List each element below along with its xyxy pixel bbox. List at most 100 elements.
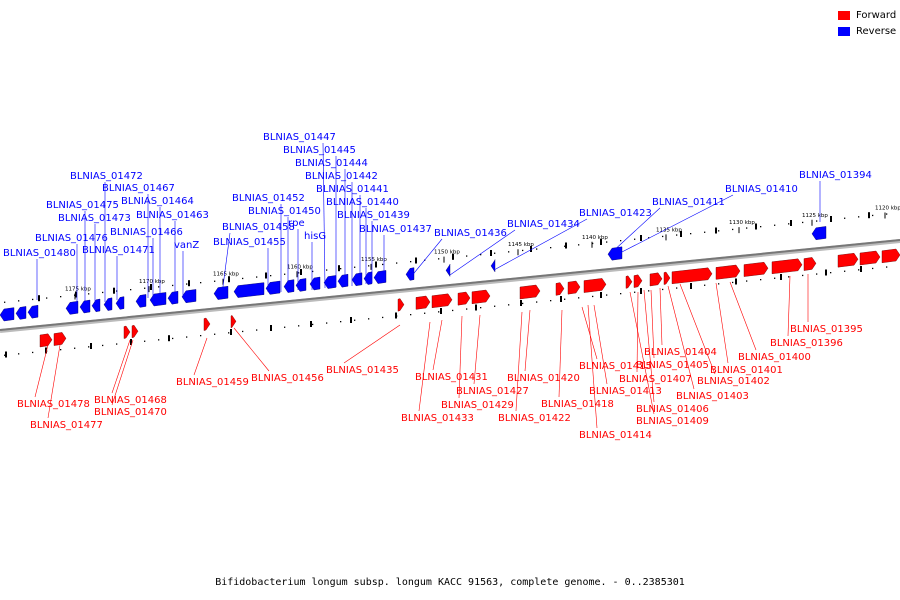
forward-leader-line xyxy=(787,275,791,337)
reverse-gene-arrow xyxy=(283,279,295,293)
track-marker xyxy=(230,329,232,335)
reverse-gene-arrow xyxy=(265,280,281,295)
track-dot xyxy=(4,354,6,356)
forward-gene-arrow xyxy=(519,284,541,300)
track-dot xyxy=(844,270,846,272)
reverse-gene-label: BLNIAS_01423 xyxy=(579,208,652,219)
track-dot xyxy=(424,312,426,314)
track-dot xyxy=(480,307,482,309)
reverse-gene-label: BLNIAS_01464 xyxy=(121,196,194,207)
track-dot xyxy=(438,258,440,260)
forward-leader-line xyxy=(587,304,598,429)
track-dot xyxy=(438,311,440,313)
forward-gene-arrow xyxy=(555,282,565,296)
forward-gene-label: BLNIAS_01431 xyxy=(415,372,488,383)
track-marker xyxy=(310,321,312,327)
forward-gene-label: BLNIAS_01395 xyxy=(790,324,863,335)
forward-gene-label: BLNIAS_01427 xyxy=(456,386,529,397)
track-dot xyxy=(340,268,342,270)
reverse-leader-line xyxy=(322,142,326,289)
track-dot xyxy=(816,220,818,222)
reverse-gene-label: BLNIAS_01471 xyxy=(82,245,155,256)
forward-leader-line xyxy=(343,324,401,364)
track-dot xyxy=(536,301,538,303)
forward-gene-arrow xyxy=(583,278,607,293)
track-dot xyxy=(830,272,832,274)
reverse-gene-label: BLNIAS_01463 xyxy=(136,210,209,221)
track-dot xyxy=(788,223,790,225)
track-dot xyxy=(410,261,412,263)
reverse-leader-line xyxy=(493,218,588,271)
forward-gene-label: BLNIAS_01478 xyxy=(17,399,90,410)
track-dot xyxy=(522,249,524,252)
track-marker xyxy=(790,220,792,226)
reverse-gene-arrow xyxy=(103,297,113,311)
forward-gene-arrow xyxy=(881,248,900,264)
reverse-gene-arrow xyxy=(445,264,451,278)
track-dot xyxy=(214,333,216,335)
forward-gene-label: BLNIAS_01409 xyxy=(636,416,709,427)
forward-leader-line xyxy=(233,327,270,372)
forward-gene-arrow xyxy=(415,295,431,310)
track-dot xyxy=(662,235,664,238)
track-dot xyxy=(536,248,538,250)
reverse-gene-arrow xyxy=(363,271,373,285)
track-dot xyxy=(200,335,202,337)
track-dot xyxy=(592,242,594,245)
track-dot xyxy=(144,340,146,342)
track-marker xyxy=(375,261,377,268)
reverse-gene-label: BLNIAS_01452 xyxy=(232,193,305,204)
forward-leader-line xyxy=(636,291,639,373)
forward-gene-arrow xyxy=(471,289,491,305)
track-dot xyxy=(704,231,706,233)
reverse-gene-label: BLNIAS_01394 xyxy=(799,170,872,181)
reverse-gene-arrow xyxy=(233,282,265,298)
track-dot xyxy=(186,336,188,338)
forward-gene-label: BLNIAS_01418 xyxy=(541,399,614,410)
forward-gene-label: BLNIAS_01468 xyxy=(94,395,167,406)
track-dot xyxy=(494,252,496,254)
track-marker xyxy=(38,295,40,302)
forward-leader-line xyxy=(432,319,443,371)
reverse-gene-label: BLNIAS_01475 xyxy=(46,200,119,211)
forward-gene-label: BLNIAS_01396 xyxy=(770,338,843,349)
forward-gene-arrow xyxy=(625,275,633,289)
track-marker xyxy=(475,304,477,311)
reverse-gene-arrow xyxy=(65,300,79,315)
track-dot xyxy=(18,300,20,302)
track-dot xyxy=(620,240,622,242)
track-dot xyxy=(718,230,720,232)
forward-leader-line xyxy=(458,315,463,399)
forward-gene-label: BLNIAS_01401 xyxy=(710,365,783,376)
track-dot xyxy=(620,293,622,295)
forward-gene-arrow xyxy=(431,293,453,309)
forward-leader-line xyxy=(558,309,563,398)
forward-gene-arrow xyxy=(837,252,859,268)
reverse-leader-line xyxy=(409,238,443,279)
reverse-gene-label: BLNIAS_01467 xyxy=(102,183,175,194)
forward-leader-line xyxy=(515,311,523,412)
reverse-gene-arrow xyxy=(135,294,147,308)
track-dot xyxy=(746,280,748,282)
track-dot xyxy=(634,291,636,293)
track-dot xyxy=(704,284,706,286)
genome-axis xyxy=(0,239,900,331)
track-dot xyxy=(382,316,384,319)
track-marker xyxy=(520,300,522,306)
track-dot xyxy=(858,216,860,218)
track-dot xyxy=(452,309,454,312)
track-marker xyxy=(415,257,417,264)
forward-gene-arrow xyxy=(715,264,741,280)
reverse-gene-label: BLNIAS_01480 xyxy=(3,248,76,259)
reverse-gene-arrow xyxy=(405,267,415,281)
reverse-gene-label: BLNIAS_01434 xyxy=(507,219,580,230)
track-dot xyxy=(396,262,398,264)
track-dot xyxy=(634,238,636,240)
reverse-gene-label: BLNIAS_01450 xyxy=(248,206,321,217)
track-marker xyxy=(113,287,115,294)
track-dot xyxy=(88,293,90,295)
track-marker xyxy=(452,253,454,260)
track-marker xyxy=(45,347,47,354)
track-marker xyxy=(715,227,717,234)
